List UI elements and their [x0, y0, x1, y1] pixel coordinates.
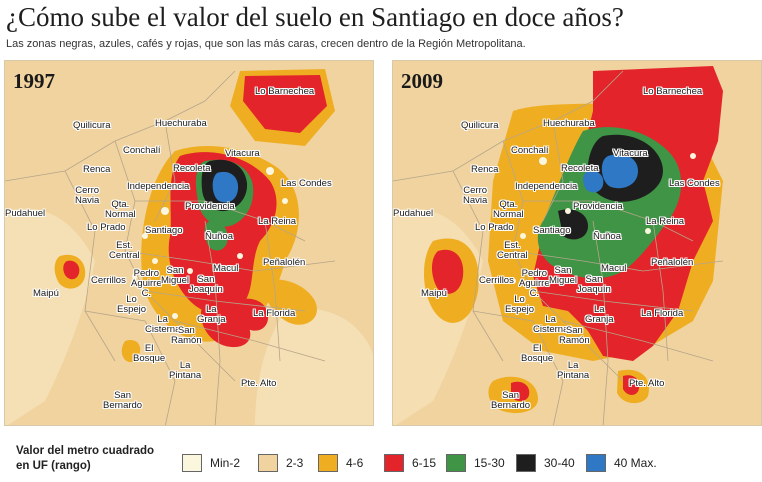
- legend-swatch: [384, 454, 404, 472]
- commune-label-san-miguel: San Miguel: [549, 265, 577, 286]
- commune-label-nunoa: Ñuñoa: [205, 231, 233, 242]
- map-2009-zones: [393, 61, 761, 425]
- commune-label-vitacura: Vitacura: [225, 148, 260, 159]
- commune-label-santiago: Santiago: [533, 225, 571, 236]
- commune-label-pte-alto: Pte. Alto: [629, 378, 665, 389]
- map-year: 2009: [401, 69, 443, 93]
- commune-label-san-joaquin: San Joaquín: [577, 274, 611, 295]
- commune-label-pte-alto: Pte. Alto: [241, 378, 277, 389]
- commune-label-la-granja: La Granja: [197, 304, 226, 325]
- commune-label-macul: Macul: [213, 263, 239, 274]
- commune-label-san-ramon: San Ramón: [559, 325, 590, 346]
- commune-label-penalolen: Peñalolén: [263, 257, 306, 268]
- commune-label-cerro-navia: Cerro Navia: [463, 185, 488, 206]
- commune-label-san-ramon: San Ramón: [171, 325, 202, 346]
- legend-item: 40 Max.: [586, 453, 657, 473]
- legend-swatch: [516, 454, 536, 472]
- commune-label-la-reina: La Reina: [646, 216, 685, 227]
- legend-swatch: [318, 454, 338, 472]
- commune-label-las-condes: Las Condes: [669, 178, 720, 189]
- commune-label-el-bosque: El Bosque: [521, 343, 554, 364]
- legend-item: 30-40: [516, 453, 575, 473]
- commune-label-la-pintana: La Pintana: [557, 360, 590, 381]
- legend-item: Min-2: [182, 453, 240, 473]
- legend-item: 2-3: [258, 453, 303, 473]
- commune-label-quilicura: Quilicura: [461, 120, 499, 131]
- page-subtitle: Las zonas negras, azules, cafés y rojas,…: [6, 38, 526, 50]
- commune-label-cerro-navia: Cerro Navia: [75, 185, 100, 206]
- commune-label-lo-prado: Lo Prado: [475, 222, 514, 233]
- commune-label-est-central: Est. Central: [497, 240, 528, 261]
- page-title: ¿Cómo sube el valor del suelo en Santiag…: [6, 2, 624, 32]
- legend-label: Min-2: [210, 456, 241, 470]
- commune-label-la-cisterna: La Cisterna: [145, 314, 181, 335]
- commune-label-pudahuel: Pudahuel: [5, 208, 46, 219]
- commune-label-lo-espejo: Lo Espejo: [505, 294, 535, 315]
- commune-label-san-bernardo: San Bernardo: [103, 390, 143, 411]
- commune-label-huechuraba: Huechuraba: [155, 118, 207, 129]
- commune-label-san-joaquin: San Joaquín: [189, 274, 223, 295]
- commune-label-renca: Renca: [83, 164, 111, 175]
- commune-label-san-miguel: San Miguel: [161, 265, 189, 286]
- legend-label: 6-15: [412, 456, 437, 470]
- commune-label-san-bernardo: San Bernardo: [491, 390, 531, 411]
- commune-label-el-bosque: El Bosque: [133, 343, 166, 364]
- commune-label-qta-normal: Qta. Normal: [493, 199, 524, 220]
- commune-label-las-condes: Las Condes: [281, 178, 332, 189]
- commune-label-la-florida: La Florida: [253, 308, 296, 319]
- commune-label-renca: Renca: [471, 164, 499, 175]
- legend-swatch: [258, 454, 278, 472]
- map-1997: 1997 Lo Barnechea Quilicura Huechuraba Conc…: [4, 60, 374, 426]
- commune-label-providencia: Providencia: [573, 201, 623, 212]
- legend-label: 40 Max.: [614, 456, 657, 470]
- commune-label-maipu: Maipú: [421, 288, 447, 299]
- commune-label-lo-barnechea: Lo Barnechea: [255, 86, 315, 97]
- commune-label-la-reina: La Reina: [258, 216, 297, 227]
- commune-label-vitacura: Vitacura: [613, 148, 648, 159]
- legend-label: 15-30: [474, 456, 505, 470]
- commune-label-la-cisterna: La Cisterna: [533, 314, 569, 335]
- legend-item: 15-30: [446, 453, 505, 473]
- commune-label-independencia: Independencia: [127, 181, 190, 192]
- commune-label-qta-normal: Qta. Normal: [105, 199, 136, 220]
- commune-label-lo-prado: Lo Prado: [87, 222, 126, 233]
- commune-label-recoleta: Recoleta: [561, 163, 599, 174]
- legend-item: 6-15: [384, 453, 436, 473]
- commune-label-lo-barnechea: Lo Barnechea: [643, 86, 703, 97]
- commune-label-est-central: Est. Central: [109, 240, 140, 261]
- legend-title: Valor del metro cuadrado en UF (rango): [16, 445, 155, 472]
- commune-label-independencia: Independencia: [515, 181, 578, 192]
- commune-label-cerrillos: Cerrillos: [479, 275, 514, 286]
- commune-label-macul: Macul: [601, 263, 627, 274]
- commune-label-conchali: Conchalí: [123, 145, 161, 156]
- legend-label: 30-40: [544, 456, 575, 470]
- legend-label: 2-3: [286, 456, 304, 470]
- legend-label: 4-6: [346, 456, 364, 470]
- commune-label-nunoa: Ñuñoa: [593, 231, 621, 242]
- legend-swatch: [446, 454, 466, 472]
- map-year: 1997: [13, 69, 55, 93]
- commune-label-la-florida: La Florida: [641, 308, 684, 319]
- map-2009: 2009 Lo Barnechea Quilicura Huechuraba Conc…: [392, 60, 762, 426]
- commune-label-pedro-aguirre: Pedro Aguirre C.: [519, 268, 550, 299]
- commune-label-providencia: Providencia: [185, 201, 235, 212]
- commune-label-maipu: Maipú: [33, 288, 59, 299]
- commune-label-santiago: Santiago: [145, 225, 183, 236]
- commune-label-penalolen: Peñalolén: [651, 257, 694, 268]
- legend-swatch: [586, 454, 606, 472]
- commune-label-la-granja: La Granja: [585, 304, 614, 325]
- commune-label-pudahuel: Pudahuel: [393, 208, 434, 219]
- commune-label-quilicura: Quilicura: [73, 120, 111, 131]
- legend-swatch: [182, 454, 202, 472]
- map-1997-zones: [5, 61, 373, 425]
- commune-label-recoleta: Recoleta: [173, 163, 211, 174]
- commune-label-conchali: Conchalí: [511, 145, 549, 156]
- commune-label-huechuraba: Huechuraba: [543, 118, 595, 129]
- legend-item: 4-6: [318, 453, 363, 473]
- commune-label-la-pintana: La Pintana: [169, 360, 202, 381]
- commune-label-lo-espejo: Lo Espejo: [117, 294, 147, 315]
- commune-label-cerrillos: Cerrillos: [91, 275, 126, 286]
- commune-label-pedro-aguirre: Pedro Aguirre C.: [131, 268, 162, 299]
